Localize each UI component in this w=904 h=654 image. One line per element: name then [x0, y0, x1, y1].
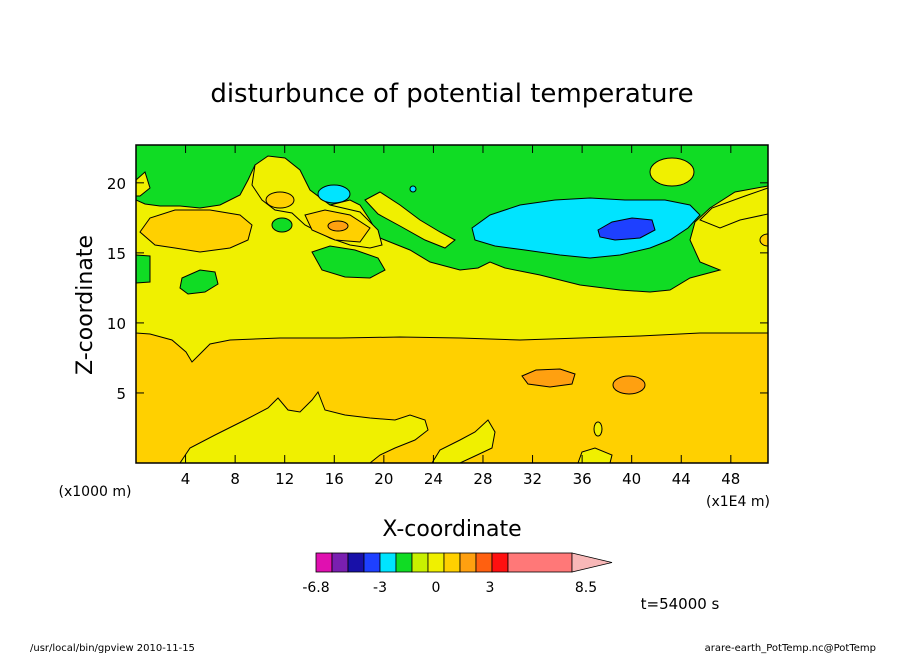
y-axis-label: Z-coordinate — [73, 235, 98, 375]
y-unit-note: (x1000 m) — [59, 484, 132, 500]
field-blue — [597, 217, 656, 241]
colorbar-tick-label: 8.5 — [575, 580, 597, 596]
colorbar-tick-label: 0 — [432, 580, 441, 596]
field-green-small — [179, 269, 219, 295]
y-tick-label: 20 — [107, 175, 126, 193]
x-tick-label: 36 — [573, 470, 592, 488]
x-unit-note: (x1E4 m) — [706, 494, 770, 510]
field-orange-dot — [265, 191, 295, 209]
field-yellow-left — [136, 171, 151, 197]
x-axis-label: X-coordinate — [382, 517, 521, 542]
colorbar-swatch — [459, 552, 477, 573]
x-axis: 4 8 12 16 20 24 28 32 36 40 44 48 — [181, 145, 740, 488]
contour-field — [136, 145, 768, 463]
field-orange-low-1 — [521, 368, 576, 388]
x-tick-label: 16 — [325, 470, 344, 488]
y-tick-label: 15 — [107, 245, 126, 263]
field-green-dot-2 — [409, 185, 417, 193]
field-orange-low-2 — [612, 375, 646, 395]
field-cyan-small — [317, 184, 351, 204]
colorbar-swatch — [395, 552, 413, 573]
x-tick-label: 12 — [275, 470, 294, 488]
colorbar-extend-arrow — [571, 552, 613, 573]
colorbar-swatch — [443, 552, 461, 573]
time-label: t=54000 s — [641, 595, 720, 613]
footer-right: arare-earth_PotTemp.nc@PotTemp — [705, 643, 876, 654]
chart-title: disturbunce of potential temperature — [210, 79, 693, 109]
field-yellow-right — [699, 187, 768, 229]
colorbar-tick-label: -3 — [373, 580, 387, 596]
field-yellow-dot — [593, 421, 603, 437]
y-tick-label: 5 — [116, 385, 126, 403]
colorbar-swatch — [411, 552, 429, 573]
colorbar-swatch — [331, 552, 349, 573]
field-orange-right — [759, 233, 768, 247]
field-yellow-topright — [649, 157, 695, 187]
field-orange-upper — [139, 209, 253, 253]
x-tick-label: 20 — [374, 470, 393, 488]
field-green-left — [136, 254, 151, 284]
colorbar-swatch — [379, 552, 397, 573]
x-tick-label: 44 — [672, 470, 691, 488]
colorbar-swatch — [427, 552, 445, 573]
field-yellow-upper-2 — [364, 191, 456, 249]
field-yellow-low-2 — [431, 419, 496, 463]
y-tick-label: 10 — [107, 315, 126, 333]
field-green-mid — [311, 245, 386, 279]
y-axis: 5 10 15 20 — [107, 175, 768, 403]
colorbar-tick-label: 3 — [486, 580, 495, 596]
x-tick-label: 4 — [181, 470, 191, 488]
colorbar-swatch — [475, 552, 493, 573]
colorbar-swatch — [347, 552, 365, 573]
field-green-dot — [271, 217, 293, 233]
x-tick-label: 24 — [424, 470, 443, 488]
x-tick-label: 28 — [473, 470, 492, 488]
colorbar-swatch — [507, 552, 573, 573]
colorbar-swatch — [491, 552, 509, 573]
plot-frame — [135, 144, 769, 464]
x-tick-label: 8 — [230, 470, 240, 488]
colorbar — [315, 552, 613, 573]
field-yellow-low-3 — [577, 447, 613, 463]
x-tick-label: 32 — [523, 470, 542, 488]
x-tick-label: 48 — [721, 470, 740, 488]
colorbar-swatch — [315, 552, 333, 573]
colorbar-labels: -6.8 -3 0 3 8.5 — [302, 580, 597, 596]
footer-left: /usr/local/bin/gpview 2010-11-15 — [30, 643, 195, 654]
field-orange-16-core — [327, 220, 349, 232]
colorbar-tick-label: -6.8 — [302, 580, 329, 596]
field-cyan — [471, 197, 701, 259]
field-yellow-low — [179, 390, 429, 463]
x-tick-label: 40 — [622, 470, 641, 488]
colorbar-swatch — [363, 552, 381, 573]
